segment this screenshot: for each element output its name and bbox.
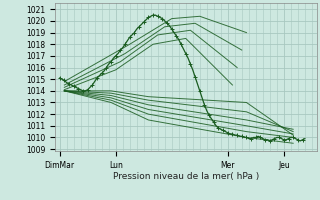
X-axis label: Pression niveau de la mer( hPa ): Pression niveau de la mer( hPa ) [113,172,259,181]
